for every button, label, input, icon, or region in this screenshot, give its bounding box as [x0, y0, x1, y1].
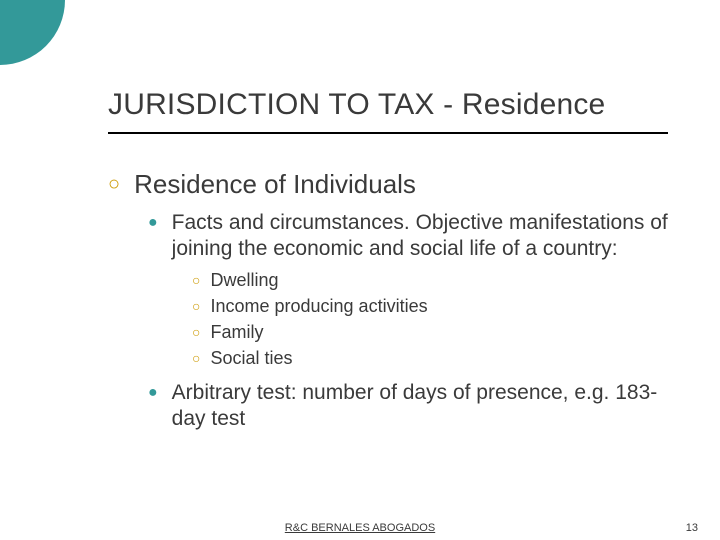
disc-bullet-icon: ● — [148, 380, 158, 406]
level3-text: Income producing activities — [210, 294, 427, 318]
footer-center-text: R&C BERNALES ABOGADOS — [285, 522, 435, 534]
level1-item: ○ Residence of Individuals — [108, 168, 680, 200]
hollow-circle-bullet-icon: ○ — [192, 346, 200, 370]
level3-item: ○ Dwelling — [192, 268, 680, 292]
slide: JURISDICTION TO TAX - Residence ○ Reside… — [0, 0, 720, 540]
hollow-circle-bullet-icon: ○ — [192, 268, 200, 292]
title-underline — [108, 132, 668, 134]
hollow-circle-bullet-icon: ○ — [192, 320, 200, 344]
level3-text: Family — [210, 320, 263, 344]
disc-bullet-icon: ● — [148, 210, 158, 236]
hollow-circle-bullet-icon: ○ — [192, 294, 200, 318]
title-block: JURISDICTION TO TAX - Residence — [108, 88, 680, 134]
level3-item: ○ Family — [192, 320, 680, 344]
level2-item: ● Facts and circumstances. Objective man… — [148, 210, 680, 262]
level3-group: ○ Dwelling ○ Income producing activities… — [192, 268, 680, 370]
level2-text: Facts and circumstances. Objective manif… — [172, 210, 680, 262]
content-area: ○ Residence of Individuals ● Facts and c… — [108, 168, 680, 438]
corner-decor-circle — [0, 0, 65, 65]
level1-text: Residence of Individuals — [134, 168, 416, 200]
page-number: 13 — [686, 522, 698, 534]
level3-item: ○ Social ties — [192, 346, 680, 370]
hollow-circle-bullet-icon: ○ — [108, 168, 120, 200]
level3-item: ○ Income producing activities — [192, 294, 680, 318]
level3-text: Social ties — [210, 346, 292, 370]
level3-text: Dwelling — [210, 268, 278, 292]
level2-text: Arbitrary test: number of days of presen… — [172, 380, 680, 432]
level2-item: ● Arbitrary test: number of days of pres… — [148, 380, 680, 432]
slide-title: JURISDICTION TO TAX - Residence — [108, 88, 680, 122]
